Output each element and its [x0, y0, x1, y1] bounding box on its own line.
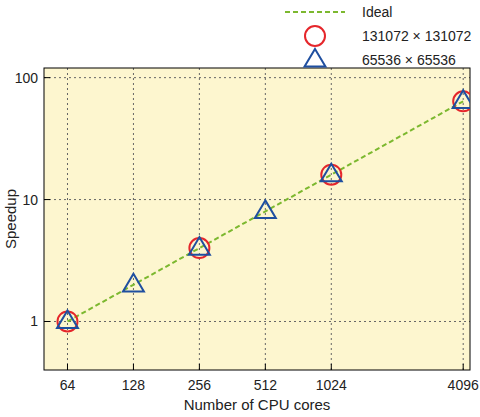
- data-point: [453, 91, 470, 111]
- grid-line: [44, 77, 470, 78]
- legend-line: [285, 11, 345, 13]
- legend-marker: [305, 26, 325, 46]
- grid-line: [44, 321, 470, 322]
- grid-line: [199, 68, 200, 370]
- legend-marker: [305, 49, 326, 67]
- tick-mark: [265, 364, 266, 370]
- y-tick-label: 10: [22, 192, 38, 208]
- tick-mark: [133, 364, 134, 370]
- tick-mark: [44, 77, 50, 78]
- tick-mark: [463, 364, 464, 370]
- x-tick-label: 1024: [316, 377, 347, 393]
- grid-line: [133, 68, 134, 370]
- legend: Ideal 131072 × 131072 65536 × 65536: [285, 4, 472, 68]
- y-tick-label: 100: [15, 70, 39, 86]
- data-point: [321, 165, 341, 185]
- x-tick-label: 64: [60, 377, 76, 393]
- data-point: [57, 311, 77, 331]
- data-point: [189, 238, 209, 258]
- marks: [57, 90, 470, 331]
- grid-line: [44, 199, 470, 200]
- ideal-line: [67, 101, 463, 321]
- x-tick-label: 128: [122, 377, 146, 393]
- legend-label: 131072 × 131072: [362, 28, 472, 44]
- grid-line: [67, 68, 68, 370]
- tick-mark: [67, 364, 68, 370]
- tick-mark: [331, 364, 332, 370]
- plot-background: [44, 68, 470, 370]
- grid-line: [463, 68, 464, 370]
- legend-label: Ideal: [362, 4, 392, 20]
- y-axis-label: Speedup: [2, 189, 19, 249]
- x-axis-label: Number of CPU cores: [184, 396, 331, 413]
- tick-mark: [44, 199, 50, 200]
- data-point: [189, 237, 210, 255]
- tick-mark: [44, 321, 50, 322]
- chart: 64 128 256 512 1024 4096 1 10 100 Number of CPU c…: [0, 0, 480, 417]
- tick-mark: [199, 364, 200, 370]
- x-tick-label: 256: [188, 377, 212, 393]
- grid-line: [265, 68, 266, 370]
- plot-frame: [44, 68, 470, 370]
- y-tick-label: 1: [30, 313, 38, 329]
- x-tick-label: 512: [254, 377, 278, 393]
- data-point: [57, 310, 78, 328]
- x-tick-label: 4096: [448, 377, 479, 393]
- data-point: [321, 164, 342, 182]
- data-point: [255, 200, 276, 218]
- legend-label: 65536 × 65536: [362, 52, 456, 68]
- data-point: [123, 274, 144, 292]
- data-point: [453, 90, 470, 108]
- grid-line: [331, 68, 332, 370]
